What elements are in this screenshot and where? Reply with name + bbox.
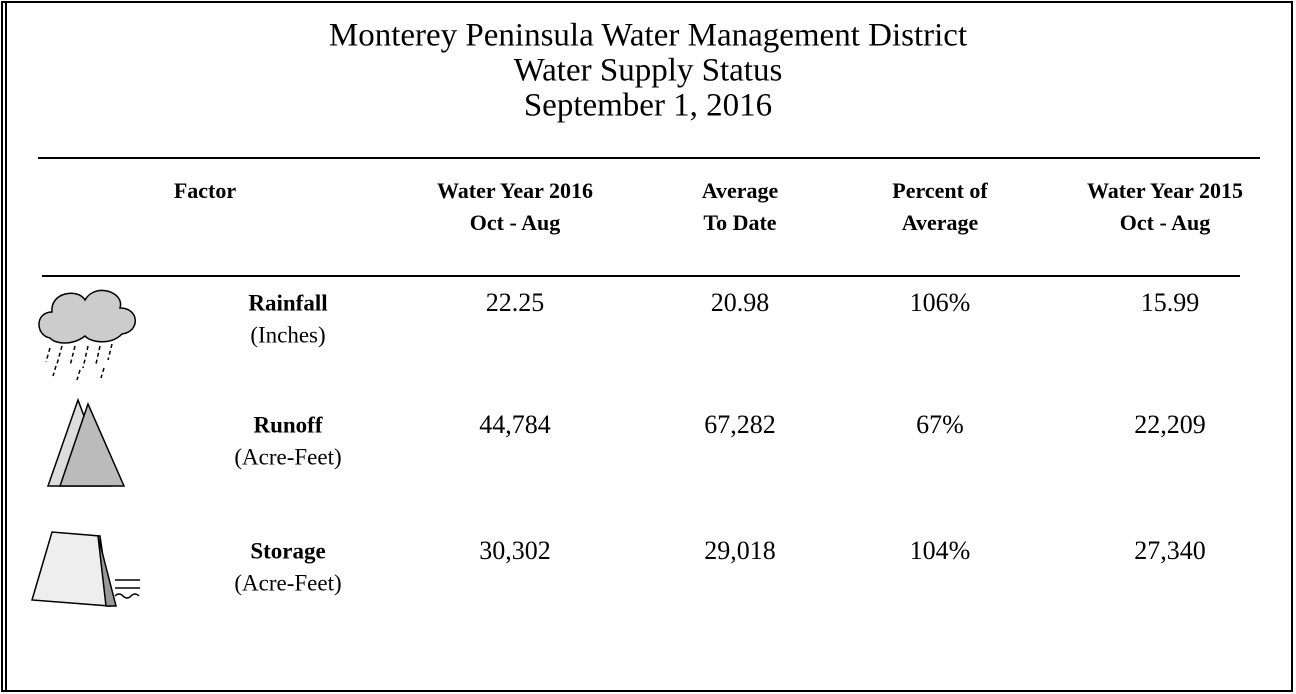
cell-value: 27,340 [1134,536,1206,565]
column-header: Average [702,178,779,203]
factor-name: Storage [250,538,325,563]
cell-value: 104% [910,536,971,565]
title-line: Water Supply Status [514,53,783,89]
factor-unit: (Acre-Feet) [234,570,341,595]
storage-icon [31,531,140,607]
cell-value: 20.98 [711,288,770,317]
column-header: Water Year 2015 [1087,178,1243,203]
column-header: Factor [174,178,237,203]
column-header: Average [902,210,979,235]
column-header: To Date [703,210,776,235]
cell-value: 22,209 [1134,410,1206,439]
column-header: Oct - Aug [470,210,560,235]
column-header: Oct - Aug [1120,210,1210,235]
rain-icon [38,289,136,381]
cell-value: 67% [916,410,964,439]
factor-name: Rainfall [248,290,327,315]
cell-value: 29,018 [704,536,776,565]
title-line: Monterey Peninsula Water Management Dist… [329,18,967,54]
cell-value: 30,302 [479,536,551,565]
title-line: September 1, 2016 [524,88,772,124]
cell-value: 106% [910,288,971,317]
column-header: Percent of [892,178,988,203]
cell-value: 44,784 [479,410,551,439]
factor-name: Runoff [253,412,322,437]
factor-unit: (Inches) [250,322,325,347]
column-header: Water Year 2016 [437,178,593,203]
cell-value: 67,282 [704,410,776,439]
runoff-icon [46,397,126,487]
cell-value: 22.25 [486,288,545,317]
factor-unit: (Acre-Feet) [234,444,341,469]
cell-value: 15.99 [1141,288,1200,317]
